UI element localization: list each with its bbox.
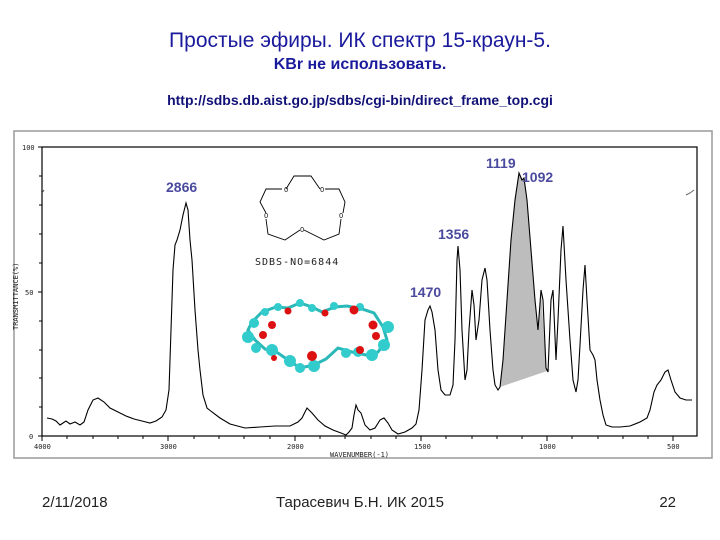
y-axis-label: TRANSMITTANCE(%)	[12, 263, 20, 330]
noise-mark	[685, 189, 695, 196]
footer-author: Тарасевич Б.Н. ИК 2015	[276, 494, 444, 511]
noise-mark-left	[41, 189, 45, 194]
oxygen-atoms: O O O O O	[264, 186, 343, 234]
y-tick-100: 100	[22, 144, 35, 152]
y-tick-0: 0	[29, 433, 33, 441]
footer-date: 2/11/2018	[42, 494, 108, 511]
structure-formula	[259, 175, 346, 241]
peak-label-1119: 1119	[486, 155, 516, 171]
x-tick-500: 500	[667, 443, 680, 451]
atom-o-1: O	[284, 186, 288, 194]
y-axis-ticks	[38, 146, 42, 437]
x-tick-2000: 2000	[287, 443, 304, 451]
x-tick-1000: 1000	[539, 443, 556, 451]
slide-subtitle: KBr не использовать.	[273, 56, 447, 73]
x-tick-1500: 1500	[414, 443, 431, 451]
page-number: 22	[659, 494, 676, 511]
x-tick-4000: 4000	[34, 443, 51, 451]
x-tick-3000: 3000	[160, 443, 177, 451]
slide-title: Простые эфиры. ИК спектр 15-краун-5.	[169, 29, 551, 52]
peak-label-1470: 1470	[410, 284, 441, 300]
atom-o-5: O	[264, 212, 268, 220]
molecule-3d-model	[242, 299, 394, 373]
source-url: http://sdbs.db.aist.go.jp/sdbs/cgi-bin/d…	[167, 92, 553, 108]
sdbs-number: SDBS-NO=6844	[255, 257, 339, 268]
peak-label-1092: 1092	[522, 169, 553, 185]
chart-frame	[13, 130, 713, 459]
spectrum-line	[46, 170, 692, 436]
peak-label-2866: 2866	[166, 179, 197, 195]
peak-label-1356: 1356	[438, 226, 469, 242]
atom-o-2: O	[320, 186, 324, 194]
atom-o-4: O	[300, 226, 304, 234]
y-tick-50: 50	[25, 289, 33, 297]
x-axis-ticks	[41, 436, 674, 441]
x-axis-label: WAVENUMBER(-1)	[330, 451, 389, 459]
atom-o-3: O	[339, 212, 343, 220]
